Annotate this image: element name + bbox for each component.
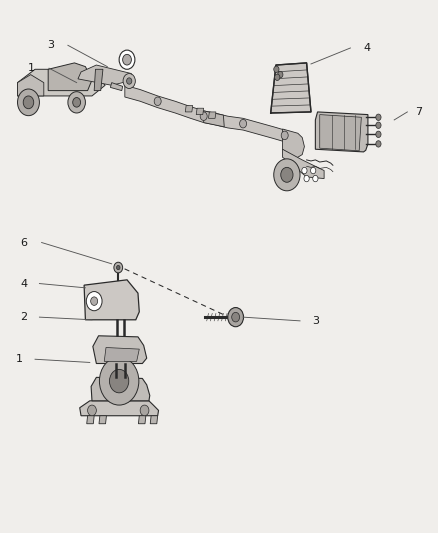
- Polygon shape: [93, 336, 147, 364]
- Text: 1: 1: [16, 354, 23, 364]
- Circle shape: [376, 141, 381, 147]
- Text: 3: 3: [47, 41, 54, 50]
- Polygon shape: [320, 115, 361, 151]
- Polygon shape: [78, 65, 131, 85]
- Circle shape: [311, 167, 316, 174]
- Polygon shape: [271, 63, 311, 113]
- Text: 4: 4: [364, 43, 371, 53]
- Circle shape: [110, 369, 129, 393]
- Text: 7: 7: [415, 107, 422, 117]
- Polygon shape: [48, 63, 92, 91]
- Polygon shape: [91, 377, 150, 401]
- Circle shape: [154, 97, 161, 106]
- Circle shape: [73, 98, 81, 107]
- Circle shape: [313, 175, 318, 182]
- Polygon shape: [185, 106, 193, 112]
- Circle shape: [117, 265, 120, 270]
- Circle shape: [376, 122, 381, 128]
- Polygon shape: [125, 85, 285, 142]
- Text: 6: 6: [21, 238, 28, 247]
- Circle shape: [140, 405, 149, 416]
- Circle shape: [376, 114, 381, 120]
- Text: 1: 1: [28, 63, 35, 73]
- Circle shape: [114, 262, 123, 273]
- Circle shape: [200, 112, 207, 120]
- Circle shape: [86, 292, 102, 311]
- Polygon shape: [110, 83, 123, 91]
- Polygon shape: [196, 108, 204, 115]
- Circle shape: [228, 308, 244, 327]
- Circle shape: [281, 131, 288, 140]
- Polygon shape: [283, 129, 304, 160]
- Polygon shape: [315, 112, 368, 152]
- Circle shape: [274, 159, 300, 191]
- Polygon shape: [84, 280, 139, 320]
- Circle shape: [99, 357, 139, 405]
- Polygon shape: [87, 416, 94, 424]
- Polygon shape: [104, 348, 139, 361]
- Polygon shape: [204, 111, 224, 127]
- Circle shape: [123, 54, 131, 65]
- Circle shape: [91, 297, 98, 305]
- Circle shape: [18, 89, 39, 116]
- Polygon shape: [94, 69, 103, 91]
- Circle shape: [123, 74, 135, 88]
- Polygon shape: [150, 416, 158, 424]
- Circle shape: [88, 405, 96, 416]
- Text: 2: 2: [21, 312, 28, 322]
- Polygon shape: [138, 416, 146, 424]
- Text: 3: 3: [312, 316, 319, 326]
- Circle shape: [281, 167, 293, 182]
- Polygon shape: [283, 149, 324, 179]
- Polygon shape: [18, 69, 105, 96]
- Polygon shape: [18, 75, 44, 96]
- Circle shape: [232, 312, 240, 322]
- Circle shape: [376, 131, 381, 138]
- Circle shape: [23, 96, 34, 109]
- Circle shape: [274, 66, 279, 72]
- Circle shape: [119, 50, 135, 69]
- Circle shape: [302, 167, 307, 174]
- Circle shape: [304, 175, 309, 182]
- Polygon shape: [208, 112, 216, 118]
- Text: 4: 4: [21, 279, 28, 288]
- Polygon shape: [99, 416, 106, 424]
- Circle shape: [127, 78, 132, 84]
- Polygon shape: [80, 401, 159, 416]
- Circle shape: [68, 92, 85, 113]
- Circle shape: [278, 71, 283, 78]
- Circle shape: [275, 74, 280, 80]
- Circle shape: [240, 119, 247, 128]
